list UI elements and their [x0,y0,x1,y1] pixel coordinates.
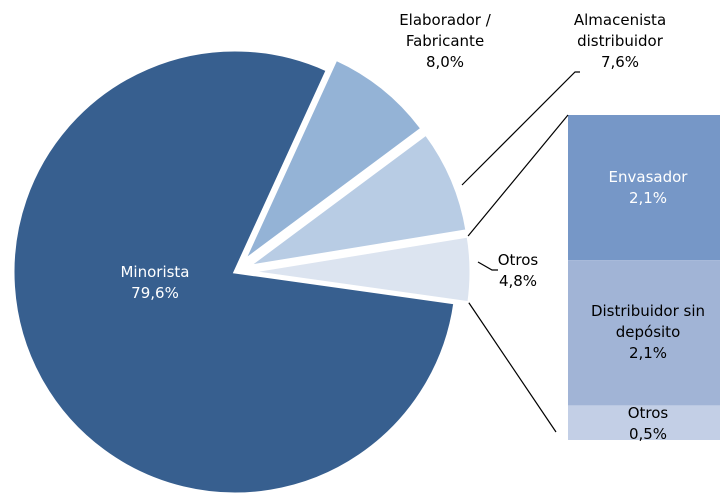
pie-slice [242,57,425,263]
bar-label: Envasador 2,1% [558,115,720,260]
connector-line [468,302,557,433]
bar-label: Distribuidor sin depósito 2,1% [558,260,720,405]
slice-name: Almacenista distribuidor [573,11,667,50]
slice-name: Minorista [120,263,190,281]
bar-label: Otros 0,5% [558,403,720,443]
slice-value: 4,8% [498,272,538,290]
leader-line [461,71,580,186]
bar-segment [568,115,720,261]
bar-value: 2,1% [628,344,668,363]
connector-line [467,114,569,237]
slice-value: 79,6% [131,284,179,302]
pie-slice [11,48,457,495]
slice-label: Elaborador / Fabricante 8,0% [375,10,515,73]
slice-label: Otros 4,8% [448,250,588,292]
pie-slice [246,131,469,269]
slice-name: Elaborador / Fabricante [399,11,491,50]
leader-line [477,261,498,271]
bar-value: 0,5% [628,425,668,444]
bar-segment [568,260,720,406]
slice-value: 8,0% [425,53,465,71]
bar-name: Otros [627,404,669,423]
pie-slice [248,234,473,305]
bar-value: 2,1% [628,188,668,207]
bar-segment [568,405,720,440]
bar-name: Envasador [608,167,688,186]
bar-name: Distribuidor sin depósito [590,302,706,342]
slice-value: 7,6% [600,53,640,71]
slice-label: Almacenista distribuidor 7,6% [550,10,690,73]
slice-name: Otros [497,251,539,269]
slice-label: Minorista 79,6% [90,262,220,304]
